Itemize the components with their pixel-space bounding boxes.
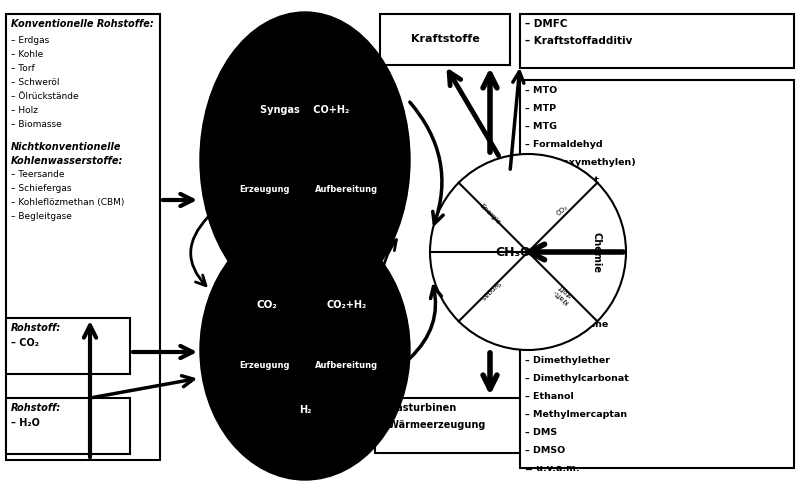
Text: – Essigsäure: – Essigsäure bbox=[525, 194, 590, 203]
Text: – Methylmercaptan: – Methylmercaptan bbox=[525, 410, 627, 419]
Bar bbox=[520, 14, 794, 68]
Ellipse shape bbox=[200, 12, 410, 308]
Text: – MMA und PMMA: – MMA und PMMA bbox=[525, 284, 619, 293]
Text: Kraftstoffe: Kraftstoffe bbox=[410, 34, 479, 45]
Text: MTG: MTG bbox=[494, 164, 526, 177]
Text: (Polyoxymethylen): (Polyoxymethylen) bbox=[525, 158, 636, 167]
Text: – Schweröl: – Schweröl bbox=[11, 78, 59, 87]
Text: – Methylformiat: – Methylformiat bbox=[525, 266, 609, 275]
Bar bbox=[6, 398, 130, 454]
Text: – H₂O: – H₂O bbox=[11, 418, 40, 428]
Text: – Torf: – Torf bbox=[11, 64, 34, 73]
Text: – Ölrückstände: – Ölrückstände bbox=[11, 92, 78, 101]
Bar bbox=[6, 14, 160, 460]
Text: – MTO: – MTO bbox=[525, 86, 558, 95]
Text: – Teersande: – Teersande bbox=[11, 170, 65, 179]
Text: Aufbereitung: Aufbereitung bbox=[315, 185, 378, 195]
Text: – Kraftstoffadditiv: – Kraftstoffadditiv bbox=[525, 36, 632, 46]
Text: CO₂: CO₂ bbox=[556, 204, 570, 217]
Text: – Begleitgase: – Begleitgase bbox=[11, 212, 72, 221]
Text: Erzeugung: Erzeugung bbox=[240, 361, 290, 369]
Bar bbox=[6, 318, 130, 374]
Text: – Ethanol: – Ethanol bbox=[525, 392, 574, 401]
Text: – DMSO: – DMSO bbox=[525, 446, 566, 455]
Text: H₂: H₂ bbox=[299, 405, 311, 415]
Text: Nichtkonventionelle: Nichtkonventionelle bbox=[11, 142, 122, 152]
Text: – Schiefergas: – Schiefergas bbox=[11, 184, 71, 193]
Text: – Biomasse: – Biomasse bbox=[11, 120, 62, 129]
Text: – Chlormethane: – Chlormethane bbox=[525, 320, 608, 329]
Text: – DMS: – DMS bbox=[525, 428, 557, 437]
Text: Aufbereitung: Aufbereitung bbox=[315, 361, 378, 369]
Text: Kohlenwasserstoffe:: Kohlenwasserstoffe: bbox=[11, 156, 123, 166]
Text: – Kohle: – Kohle bbox=[11, 50, 43, 59]
Text: – MTP: – MTP bbox=[525, 104, 556, 113]
Bar bbox=[380, 14, 510, 65]
Text: CH₃OH: CH₃OH bbox=[495, 245, 541, 258]
Text: – Wärmeerzeugung: – Wärmeerzeugung bbox=[380, 420, 486, 430]
Text: CO₂+H₂: CO₂+H₂ bbox=[327, 300, 367, 310]
Text: – DMFC: – DMFC bbox=[525, 19, 567, 29]
Text: – Ethylenglykol: – Ethylenglykol bbox=[525, 212, 606, 221]
Circle shape bbox=[430, 154, 626, 350]
Text: – MTBE: – MTBE bbox=[525, 302, 562, 311]
Text: – Holz: – Holz bbox=[11, 106, 38, 115]
Text: Konventionelle Rohstoffe:: Konventionelle Rohstoffe: bbox=[11, 19, 154, 29]
Text: – Kohleflözmethan (CBM): – Kohleflözmethan (CBM) bbox=[11, 198, 124, 207]
Text: Chemie: Chemie bbox=[591, 231, 601, 272]
Text: Syngas    CO+H₂: Syngas CO+H₂ bbox=[260, 105, 350, 115]
Ellipse shape bbox=[200, 220, 410, 480]
Text: Energie: Energie bbox=[478, 202, 502, 226]
Text: Kraft-
stoff: Kraft- stoff bbox=[551, 282, 574, 304]
Text: – Methylamine: – Methylamine bbox=[525, 230, 602, 239]
Text: – Erdgas: – Erdgas bbox=[11, 36, 50, 45]
Text: – Na-Methylat: – Na-Methylat bbox=[525, 176, 599, 185]
Text: – DMT: – DMT bbox=[525, 338, 557, 347]
Text: Syngas: Syngas bbox=[479, 279, 501, 301]
Text: – MTG: – MTG bbox=[525, 122, 557, 131]
Text: Rohstoff:: Rohstoff: bbox=[11, 323, 62, 333]
Text: – Formaldehyd: – Formaldehyd bbox=[525, 140, 602, 149]
Bar bbox=[520, 80, 794, 468]
Text: – CO₂: – CO₂ bbox=[11, 338, 39, 348]
Text: – Dimethylether: – Dimethylether bbox=[525, 356, 610, 365]
Text: – Gasturbinen: – Gasturbinen bbox=[380, 403, 456, 413]
Text: = u.v.a.m.: = u.v.a.m. bbox=[525, 464, 580, 473]
Text: – Dimethylcarbonat: – Dimethylcarbonat bbox=[525, 374, 629, 383]
Text: Erzeugung: Erzeugung bbox=[240, 185, 290, 195]
Bar bbox=[375, 398, 555, 453]
Text: Rohstoff:: Rohstoff: bbox=[11, 403, 62, 413]
Text: CO₂: CO₂ bbox=[257, 300, 278, 310]
Text: – Vinylacetat: – Vinylacetat bbox=[525, 248, 594, 257]
